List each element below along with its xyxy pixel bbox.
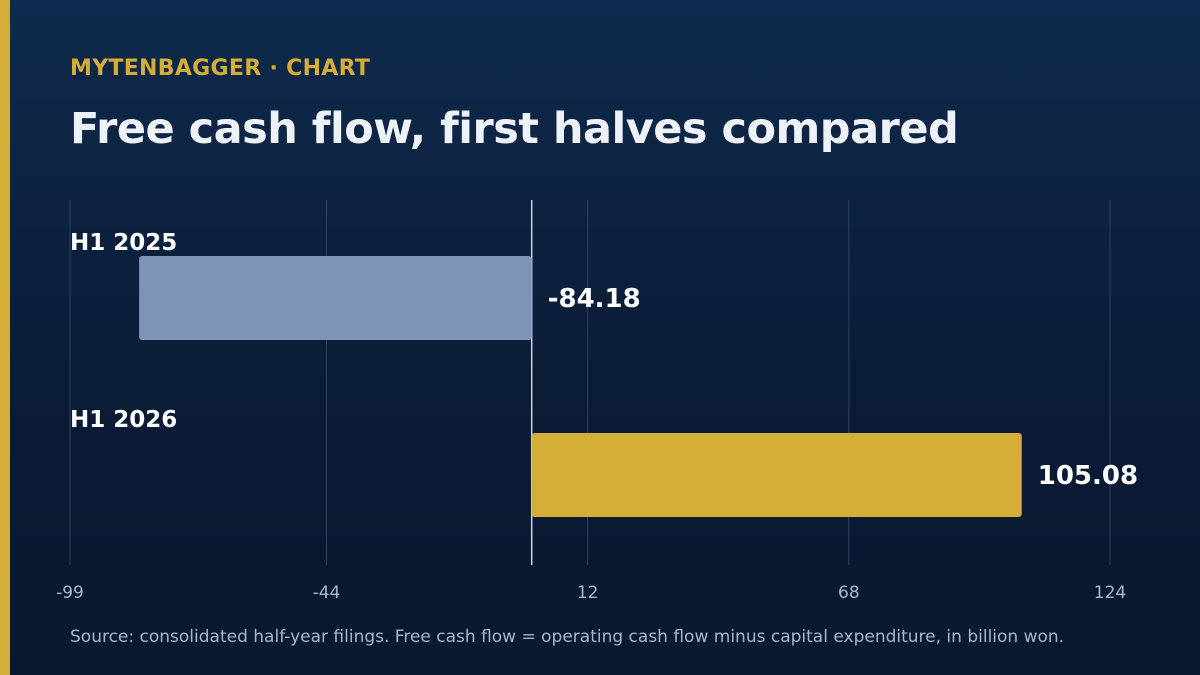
kicker-separator: · <box>269 56 279 81</box>
tick-label: 124 <box>1094 583 1126 603</box>
source-note: Source: consolidated half-year filings. … <box>70 627 1065 647</box>
accent-bar <box>0 0 10 675</box>
bar <box>139 256 532 340</box>
category-label: H1 2026 <box>70 407 177 433</box>
category-label: H1 2025 <box>70 230 177 256</box>
kicker-label: CHART <box>286 56 371 81</box>
data-label: -84.18 <box>548 284 641 314</box>
brand-label: MYTENBAGGER <box>70 56 262 81</box>
tick-label: 12 <box>577 583 599 603</box>
tick-label: 68 <box>838 583 860 603</box>
chart-kicker: MYTENBAGGER · CHART <box>70 56 370 81</box>
bar <box>531 433 1022 517</box>
tick-label: -99 <box>56 583 84 603</box>
tick-label: -44 <box>313 583 341 603</box>
data-label: 105.08 <box>1038 461 1138 491</box>
chart-title: Free cash flow, first halves compared <box>70 104 959 154</box>
